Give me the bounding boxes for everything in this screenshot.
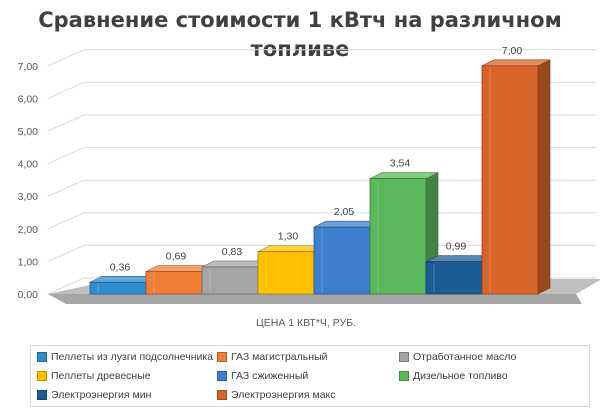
gridline-side [47, 277, 85, 295]
bar-front [201, 266, 259, 295]
legend-label: Дизельное топливо [413, 370, 508, 382]
legend-swatch [399, 371, 409, 381]
bar-top [481, 59, 551, 67]
legend-swatch [217, 390, 227, 400]
legend-item: ГАЗ сжиженный [217, 367, 308, 385]
chart-title: Сравнение стоимости 1 кВтч на различном … [38, 8, 562, 61]
legend-swatch [37, 352, 47, 362]
legend-item: Электроэнергия макс [217, 386, 336, 404]
bar-front [369, 178, 427, 295]
bar-front [313, 226, 371, 295]
legend-label: Пеллеты из лузги подсолнечника [51, 351, 214, 363]
y-tick-label: 0,00 [18, 289, 39, 301]
data-label: 1,30 [278, 231, 299, 243]
y-tick-label: 5,00 [18, 126, 39, 138]
legend-label: ГАЗ сжиженный [231, 370, 309, 382]
bar-side [537, 59, 551, 295]
legend-label: Пеллеты древесные [51, 370, 151, 382]
legend-item: Отработанное масло [399, 348, 516, 366]
data-label: 0,69 [166, 251, 187, 263]
data-label: 0,36 [110, 261, 131, 273]
legend-label: Отработанное масло [413, 351, 517, 363]
legend-swatch [217, 371, 227, 381]
legend-label: ГАЗ магистральный [231, 351, 328, 363]
data-label: 7,00 [502, 45, 523, 57]
data-label: 2,05 [334, 206, 355, 218]
legend-label: Электроэнергия мин [51, 389, 152, 401]
data-label: 0,99 [446, 241, 467, 253]
chart-floor-edge [48, 294, 582, 304]
legend-label: Электроэнергия макс [231, 389, 336, 401]
gridline-side [47, 81, 85, 99]
legend-item: Электроэнергия мин [37, 386, 151, 404]
bar-top [369, 172, 439, 179]
bar-front [481, 65, 539, 295]
legend-item: Пеллеты из лузги подсолнечника [37, 348, 213, 366]
gridline-side [47, 244, 85, 262]
gridline-side [47, 114, 85, 132]
data-label: 3,54 [390, 158, 411, 170]
y-tick-label: 6,00 [18, 93, 39, 105]
y-tick-label: 1,00 [18, 256, 39, 268]
y-tick-label: 7,00 [18, 61, 39, 73]
y-tick-label: 2,00 [18, 224, 39, 236]
gridline-side [47, 212, 85, 230]
x-axis-label: ЦЕНА 1 КВТ*Ч, РУБ. [256, 317, 356, 329]
legend-item: Дизельное топливо [399, 367, 508, 385]
legend-swatch [37, 371, 47, 381]
legend-swatch [217, 352, 227, 362]
legend-item: ГАЗ магистральный [217, 348, 327, 366]
legend-item: Пеллеты древесные [37, 367, 151, 385]
bar-chart-3d: 0,00 1,00 2,00 3,00 4,00 5,00 6,00 7,00 0,36 0,69… [18, 45, 600, 329]
gridline-side [47, 179, 85, 197]
bar-6 [369, 172, 439, 295]
data-label: 0,83 [222, 246, 243, 258]
legend-swatch [37, 390, 47, 400]
gridline-side [47, 49, 85, 67]
bar-front [425, 261, 483, 295]
legend-swatch [399, 352, 409, 362]
y-tick-label: 4,00 [18, 159, 39, 171]
gridline-side [47, 147, 85, 165]
legend: Пеллеты из лузги подсолнечника ГАЗ магист… [30, 345, 590, 407]
bar-front [257, 251, 315, 295]
y-tick-label: 3,00 [18, 191, 39, 203]
bar-8 [481, 59, 551, 295]
